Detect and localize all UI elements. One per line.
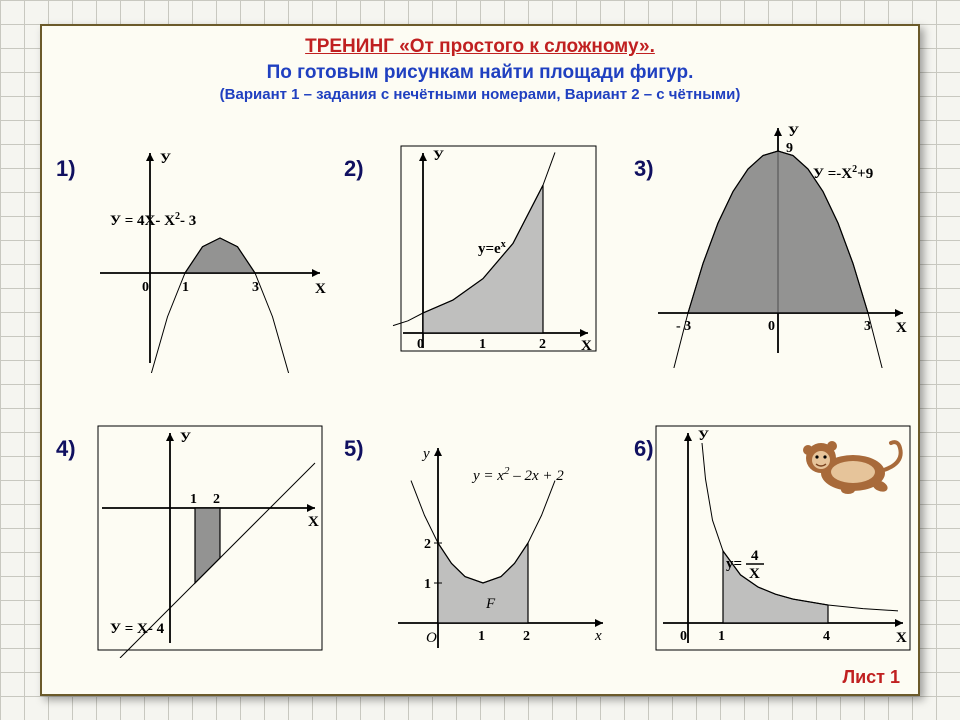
plot-1: 1) 0 1 3 Х У У = 4Х- Х2- 3 [50, 138, 340, 398]
svg-text:y: y [421, 446, 430, 462]
svg-text:x: x [594, 628, 602, 644]
plot-6-svg: 0 1 4 Х У у= 4 Х [648, 418, 918, 658]
svg-text:у=: у= [726, 556, 742, 572]
svg-text:Х: Х [581, 338, 592, 354]
plot-number: 4) [56, 436, 76, 462]
svg-text:Х: Х [896, 630, 907, 646]
svg-text:У: У [160, 151, 171, 167]
svg-text:0: 0 [768, 319, 775, 334]
svg-text:4: 4 [823, 629, 830, 644]
svg-text:Х: Х [308, 514, 319, 530]
title-line-3: (Вариант 1 – задания с нечётными номерам… [42, 85, 918, 105]
svg-text:У =-Х2+9: У =-Х2+9 [813, 164, 873, 182]
svg-text:У: У [698, 428, 709, 444]
plot-3-svg: - 3 0 3 9 Х У У =-Х2+9 [638, 118, 918, 368]
plot-1-svg: 0 1 3 Х У У = 4Х- Х2- 3 [90, 143, 340, 373]
svg-text:0: 0 [142, 280, 149, 295]
svg-text:4: 4 [751, 548, 759, 564]
svg-text:Х: Х [896, 320, 907, 336]
plot-4: 4) 1 2 Х У У = Х- 4 [50, 418, 340, 678]
plot-5-svg: 1 2 1 2 O x y F y = x2 – 2x + 2 [388, 438, 618, 658]
svg-text:2: 2 [539, 337, 546, 352]
plot-2-svg: 0 1 2 Х У у=ех [383, 138, 613, 368]
svg-text:y = x2 – 2x + 2: y = x2 – 2x + 2 [471, 465, 564, 484]
svg-text:У = Х- 4: У = Х- 4 [110, 621, 165, 637]
plot-6: 6) 0 1 4 Х У у= 4 [628, 418, 918, 678]
svg-text:1: 1 [190, 492, 197, 507]
plot-4-svg: 1 2 Х У У = Х- 4 [90, 418, 330, 658]
monkey-icon [803, 441, 901, 494]
plot-number: 2) [344, 156, 364, 182]
svg-text:У = 4Х- Х2- 3: У = 4Х- Х2- 3 [110, 211, 196, 229]
svg-text:1: 1 [479, 337, 486, 352]
svg-text:1: 1 [478, 629, 485, 644]
plot-number: 5) [344, 436, 364, 462]
svg-text:Х: Х [315, 281, 326, 297]
svg-text:1: 1 [182, 280, 189, 295]
svg-text:У: У [433, 148, 444, 164]
svg-text:1: 1 [424, 577, 431, 592]
svg-text:F: F [485, 596, 496, 612]
svg-text:3: 3 [252, 280, 259, 295]
svg-text:2: 2 [213, 492, 220, 507]
plot-2: 2) 0 1 2 Х У у=ех [338, 138, 628, 398]
plot-3: 3) - 3 0 3 9 Х У У =-Х2+9 [628, 138, 918, 398]
plots-grid: 1) 0 1 3 Х У У = 4Х- Х2- 3 [42, 138, 918, 674]
svg-text:3: 3 [864, 319, 871, 334]
svg-text:У: У [788, 124, 799, 140]
svg-text:O: O [426, 630, 437, 646]
worksheet-card: ТРЕНИНГ «От простого к сложному». По гот… [40, 24, 920, 696]
svg-text:у=ех: у=ех [478, 239, 506, 257]
title-line-2: По готовым рисункам найти площади фигур. [42, 60, 918, 86]
svg-text:2: 2 [523, 629, 530, 644]
title-line-1: ТРЕНИНГ «От простого к сложному». [42, 34, 918, 60]
svg-text:Х: Х [749, 566, 760, 582]
svg-text:- 3: - 3 [676, 319, 691, 334]
sheet-footer: Лист 1 [842, 667, 900, 688]
title-block: ТРЕНИНГ «От простого к сложному». По гот… [42, 26, 918, 106]
svg-text:2: 2 [424, 537, 431, 552]
svg-text:9: 9 [786, 141, 793, 156]
svg-text:0: 0 [417, 337, 424, 352]
svg-text:0: 0 [680, 629, 687, 644]
svg-text:1: 1 [718, 629, 725, 644]
plot-number: 1) [56, 156, 76, 182]
plot-5: 5) 1 2 1 2 O x [338, 418, 628, 678]
svg-text:У: У [180, 430, 191, 446]
